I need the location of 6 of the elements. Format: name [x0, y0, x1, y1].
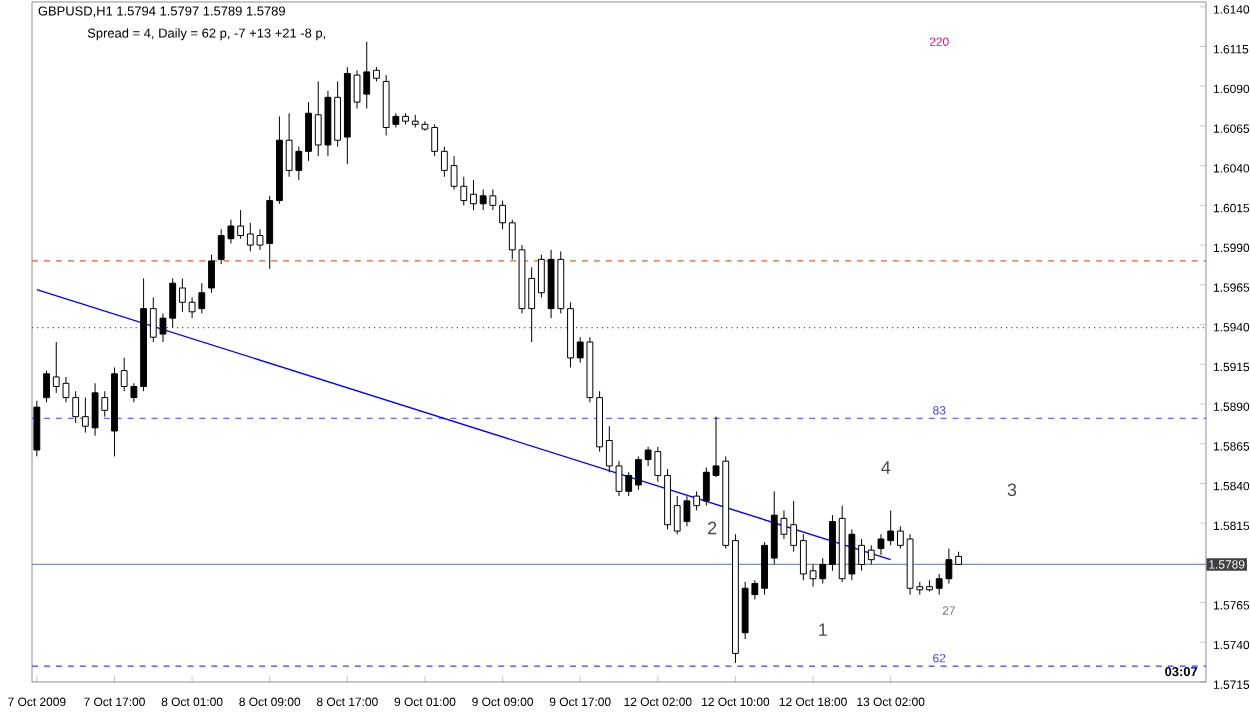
annotation: 1 — [819, 623, 827, 636]
candlestick — [208, 254, 215, 294]
candlestick — [33, 400, 41, 457]
annotation: 4 — [881, 461, 891, 474]
annotation: 3 — [1007, 483, 1017, 497]
annotation: 2 — [708, 521, 717, 535]
